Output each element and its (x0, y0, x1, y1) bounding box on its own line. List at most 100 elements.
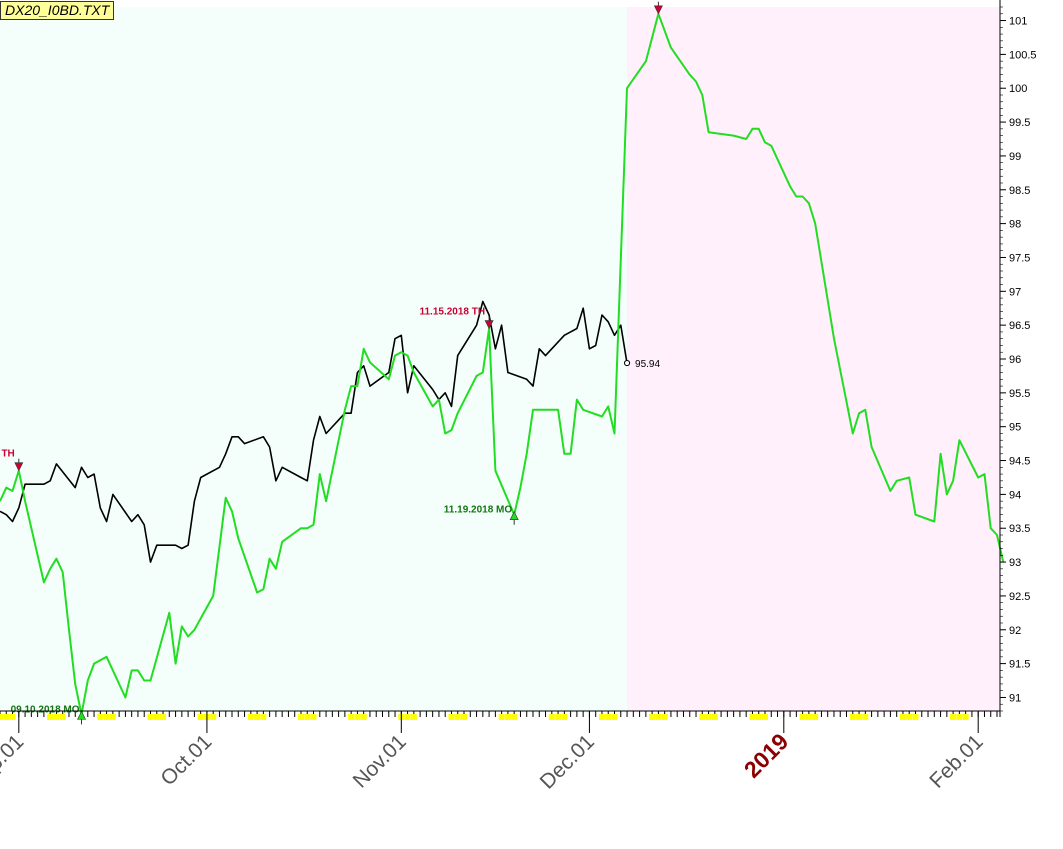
week-marker (304, 714, 311, 720)
y-tick-label: 94.5 (1009, 456, 1030, 468)
week-marker (912, 714, 919, 720)
high-annotation-label: 12.12.2018 WD (585, 0, 655, 3)
y-tick-label: 91 (1009, 692, 1021, 704)
y-tick-label: 91.5 (1009, 659, 1030, 671)
y-tick-label: 98.5 (1009, 185, 1030, 197)
week-marker (197, 714, 204, 720)
y-tick-label: 97 (1009, 286, 1021, 298)
week-marker (761, 714, 768, 720)
month-label: Dec.01 (536, 730, 599, 793)
year-label: 2019 (739, 728, 794, 783)
y-tick-label: 96.5 (1009, 320, 1030, 332)
low-annotation-label: 09.10.2018 MO (11, 704, 80, 715)
month-label: Nov.01 (349, 730, 411, 792)
low-marker-icon (509, 511, 519, 520)
week-marker (360, 714, 367, 720)
week-marker (354, 714, 361, 720)
forecast-line (0, 12, 1005, 716)
y-tick-label: 92 (1009, 625, 1021, 637)
y-tick-label: 94 (1009, 489, 1021, 501)
week-marker (147, 714, 154, 720)
week-marker (862, 714, 869, 720)
week-marker (799, 714, 806, 720)
week-marker (103, 714, 110, 720)
y-tick-label: 92.5 (1009, 591, 1030, 603)
y-tick-label: 99 (1009, 151, 1021, 163)
week-marker (53, 714, 60, 720)
series-layer (0, 12, 1005, 716)
week-marker (548, 714, 555, 720)
week-marker (454, 714, 461, 720)
week-marker (699, 714, 706, 720)
week-marker (3, 714, 10, 720)
y-tick-label: 99.5 (1009, 117, 1030, 129)
week-marker (498, 714, 505, 720)
month-label: Sep.01 (0, 730, 28, 793)
week-marker (856, 714, 863, 720)
week-marker (755, 714, 762, 720)
week-marker (109, 714, 116, 720)
x-axis-labels: Sep.01 Oct.01 Nov.01 Dec.01 2019 Feb.01 (0, 711, 988, 794)
week-marker (805, 714, 812, 720)
month-label: Feb.01 (925, 730, 988, 793)
week-marker (711, 714, 718, 720)
week-marker (950, 714, 957, 720)
file-name-label: DX20_I0BD.TXT (0, 1, 115, 20)
week-marker (153, 714, 160, 720)
week-marker (598, 714, 605, 720)
week-marker (254, 714, 261, 720)
week-marker (59, 714, 66, 720)
week-marker (605, 714, 612, 720)
week-marker (661, 714, 668, 720)
y-tick-label: 93 (1009, 557, 1021, 569)
week-marker (310, 714, 317, 720)
low-annotation-label: 11.19.2018 MO (444, 505, 513, 516)
week-marker (561, 714, 568, 720)
x-axis-ticks (0, 711, 998, 720)
low-marker-icon (77, 710, 87, 720)
high-annotation-label: TH (1, 449, 14, 460)
week-marker (649, 714, 656, 720)
week-marker (511, 714, 518, 720)
high-marker-icon (484, 320, 494, 330)
high-marker-icon (653, 5, 663, 15)
y-tick-label: 93.5 (1009, 523, 1030, 535)
y-tick-label: 100.5 (1009, 49, 1037, 61)
high-marker-icon (14, 462, 24, 472)
y-tick-label: 97.5 (1009, 252, 1030, 264)
week-marker (0, 714, 3, 720)
week-marker (461, 714, 468, 720)
month-label: Oct.01 (156, 730, 216, 790)
y-tick-label: 101 (1009, 16, 1027, 28)
week-marker (47, 714, 54, 720)
week-marker (448, 714, 455, 720)
y-tick-label: 95.5 (1009, 388, 1030, 400)
forecast-region (627, 7, 1000, 711)
week-marker (260, 714, 267, 720)
last-price-label: 95.94 (635, 359, 660, 370)
week-marker (160, 714, 167, 720)
y-tick-label: 100 (1009, 83, 1027, 95)
week-marker (504, 714, 511, 720)
history-region (0, 7, 628, 711)
y-tick-label: 96 (1009, 354, 1021, 366)
week-marker (247, 714, 254, 720)
week-marker (210, 714, 217, 720)
week-marker (906, 714, 913, 720)
week-marker (97, 714, 104, 720)
week-marker (705, 714, 712, 720)
week-marker (812, 714, 819, 720)
week-marker (555, 714, 562, 720)
week-marker (611, 714, 618, 720)
week-marker (404, 714, 411, 720)
week-marker (962, 714, 969, 720)
week-marker (9, 714, 16, 720)
week-marker (348, 714, 355, 720)
annotations: TH 09.10.2018 MO 11.15.2018 TH 11.19.2018 M… (1, 0, 663, 725)
week-marker (410, 714, 417, 720)
week-marker (297, 714, 304, 720)
week-marker (849, 714, 856, 720)
actual-price-line (0, 300, 628, 563)
